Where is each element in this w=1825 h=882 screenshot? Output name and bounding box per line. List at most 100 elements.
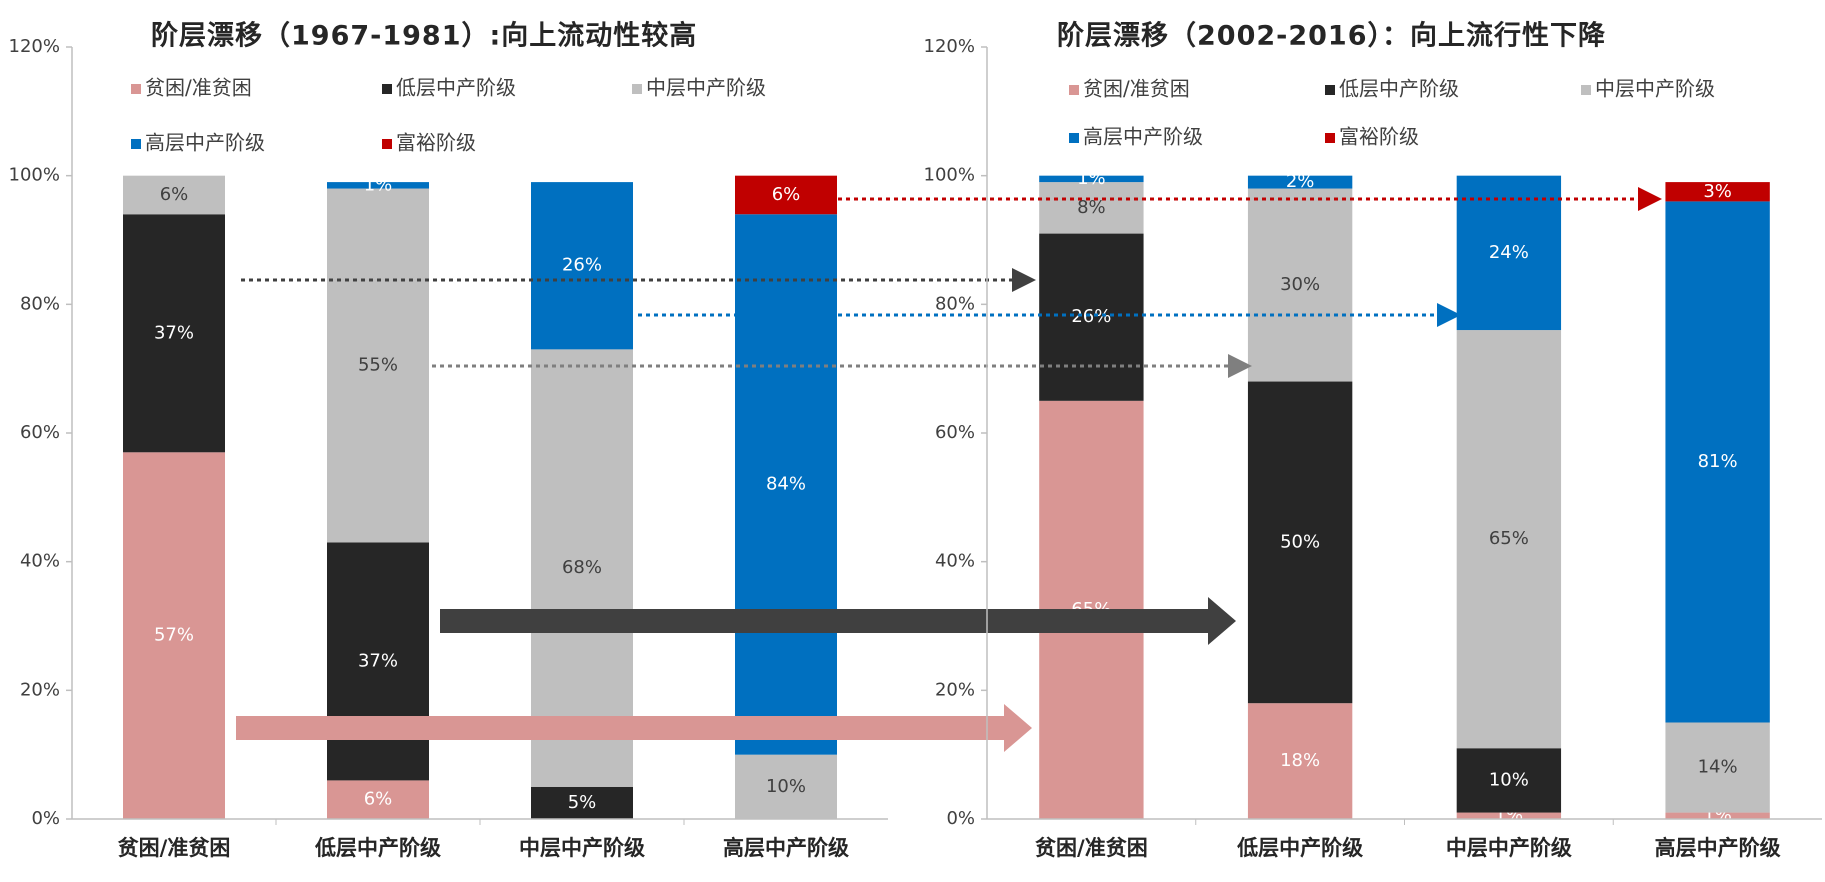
bar-segment [735, 754, 837, 819]
bar-segment [1665, 201, 1770, 723]
bar-segment [1456, 812, 1562, 819]
chart-title: 阶层漂移（1967-1981）:向上流动性较高 [151, 20, 697, 52]
bar-segment [1039, 182, 1144, 234]
y-tick-label: 40% [935, 551, 975, 572]
y-tick-label: 20% [935, 679, 975, 700]
data-label: 6% [772, 184, 801, 205]
data-label: 37% [154, 322, 194, 343]
bar-segment [327, 188, 429, 543]
legend-label: 贫困/准贫困 [145, 76, 252, 100]
data-label: 65% [1489, 528, 1529, 549]
legend-label: 中层中产阶级 [646, 76, 766, 100]
data-label: 10% [766, 776, 806, 797]
y-tick-label: 80% [20, 293, 60, 314]
big-arrow [440, 597, 1236, 645]
data-label: 2% [1286, 171, 1315, 192]
data-label: 24% [1489, 242, 1529, 263]
x-tick-label: 中层中产阶级 [519, 836, 645, 860]
legend-swatch [1069, 133, 1079, 143]
bar-segment [1247, 175, 1353, 189]
data-label: 26% [1071, 306, 1111, 327]
legend-swatch [632, 84, 642, 94]
data-label: 50% [1280, 531, 1320, 552]
legend-swatch [1069, 85, 1079, 95]
data-label: 1% [364, 174, 393, 195]
legend-swatch [1325, 85, 1335, 95]
bar-segment [1247, 703, 1353, 819]
bar-segment [123, 452, 225, 819]
bar-segment [1665, 722, 1770, 813]
x-tick-label: 低层中产阶级 [1236, 836, 1363, 860]
y-tick-label: 100% [9, 165, 60, 186]
legend-label: 高层中产阶级 [145, 131, 265, 155]
bar-segment [531, 349, 633, 787]
x-tick-label: 高层中产阶级 [1655, 836, 1781, 860]
y-tick-label: 20% [20, 679, 60, 700]
data-label: 1% [1077, 168, 1106, 189]
y-tick-label: 80% [935, 293, 975, 314]
bar-segment [1665, 812, 1770, 819]
chart-title: 阶层漂移（2002-2016）：向上流行性下降 [1057, 20, 1606, 52]
legend-swatch [382, 84, 392, 94]
bar-segment [327, 182, 429, 189]
legend-label: 低层中产阶级 [396, 76, 516, 100]
x-tick-label: 高层中产阶级 [723, 836, 849, 860]
bar-segment [1456, 330, 1562, 749]
bar-segment [735, 214, 837, 755]
y-tick-label: 120% [924, 36, 975, 57]
data-label: 30% [1280, 274, 1320, 295]
bar-segment [1247, 188, 1353, 382]
legend-swatch [382, 139, 392, 149]
legend-label: 高层中产阶级 [1083, 125, 1203, 149]
data-label: 37% [358, 650, 398, 671]
data-label: 81% [1698, 451, 1738, 472]
bar-segment [735, 175, 837, 215]
x-tick-label: 中层中产阶级 [1446, 836, 1572, 860]
big-arrow [236, 704, 1032, 752]
data-label: 8% [1077, 197, 1106, 218]
data-label: 84% [766, 473, 806, 494]
bar-segment [531, 786, 633, 819]
data-label: 14% [1698, 757, 1738, 778]
x-tick-label: 贫困/准贫困 [118, 836, 231, 860]
bar-segment [1456, 175, 1562, 331]
y-tick-label: 0% [31, 808, 60, 829]
legend-swatch [1325, 133, 1335, 143]
data-label: 5% [568, 792, 597, 813]
y-tick-label: 60% [935, 422, 975, 443]
legend-swatch [1581, 85, 1591, 95]
bar-segment [1039, 233, 1144, 401]
y-tick-label: 120% [9, 36, 60, 57]
data-label: 10% [1489, 769, 1529, 790]
bar-segment [327, 780, 429, 819]
legend-swatch [131, 139, 141, 149]
bar-segment [1456, 748, 1562, 813]
bar-segment [1039, 175, 1144, 183]
legend-label: 富裕阶级 [396, 131, 476, 155]
y-tick-label: 60% [20, 422, 60, 443]
data-label: 6% [160, 184, 189, 205]
bar-segment [531, 182, 633, 350]
x-tick-label: 贫困/准贫困 [1035, 836, 1148, 860]
bar-segment [123, 175, 225, 215]
y-tick-label: 40% [20, 551, 60, 572]
bar-segment [327, 542, 429, 781]
arrows [236, 187, 1662, 752]
plot-layer: 57% 37% 6% 6% 37% 55% 1% 5% 68% 26% 10% 84% 6% 65% 26%… [123, 168, 1770, 826]
legend-swatch [131, 84, 141, 94]
legend-label: 富裕阶级 [1339, 125, 1419, 149]
y-tick-label: 0% [946, 808, 975, 829]
data-label: 3% [1703, 181, 1732, 202]
data-label: 57% [154, 625, 194, 646]
data-label: 26% [562, 255, 602, 276]
legend-label: 中层中产阶级 [1595, 77, 1715, 101]
bar-segment [1665, 182, 1770, 202]
y-tick-label: 100% [924, 165, 975, 186]
legend-label: 贫困/准贫困 [1083, 77, 1190, 101]
x-tick-label: 低层中产阶级 [314, 836, 441, 860]
data-label: 6% [364, 789, 393, 810]
data-label: 18% [1280, 750, 1320, 771]
bar-segment [123, 214, 225, 453]
data-label: 55% [358, 354, 398, 375]
